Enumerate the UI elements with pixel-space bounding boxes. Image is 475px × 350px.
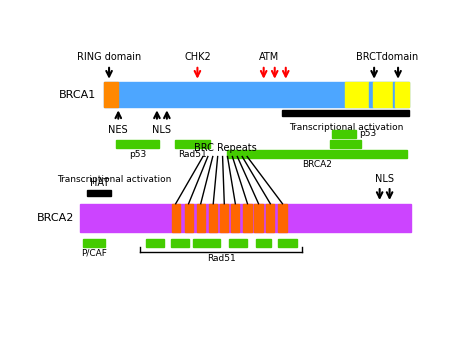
Bar bbox=[369, 83, 373, 107]
Bar bbox=[282, 110, 409, 116]
Text: BRCA1: BRCA1 bbox=[59, 90, 96, 99]
Bar bbox=[197, 204, 205, 232]
Text: Transcriptional activation: Transcriptional activation bbox=[289, 123, 403, 132]
Bar bbox=[227, 150, 407, 158]
Text: BRC Repeats: BRC Repeats bbox=[194, 143, 256, 153]
Bar bbox=[220, 204, 228, 232]
Bar bbox=[83, 239, 105, 247]
Bar bbox=[87, 190, 111, 196]
Text: RING domain: RING domain bbox=[77, 52, 141, 62]
Bar bbox=[393, 83, 396, 107]
Text: Rad51: Rad51 bbox=[207, 254, 236, 263]
Text: p53: p53 bbox=[360, 129, 377, 138]
Bar bbox=[266, 204, 275, 232]
Text: RNA Helicase A: RNA Helicase A bbox=[311, 149, 380, 159]
Text: BRCA2: BRCA2 bbox=[302, 160, 332, 169]
Text: HAT: HAT bbox=[90, 178, 109, 188]
Bar bbox=[104, 83, 409, 107]
Bar bbox=[146, 239, 164, 247]
Text: Transcriptional activation: Transcriptional activation bbox=[57, 175, 172, 184]
Bar bbox=[171, 204, 180, 232]
Bar bbox=[255, 204, 263, 232]
Bar bbox=[231, 204, 239, 232]
Text: NES: NES bbox=[108, 125, 128, 135]
Text: NLS: NLS bbox=[152, 125, 171, 135]
Bar bbox=[104, 83, 118, 107]
Bar bbox=[396, 83, 409, 107]
Text: BRCA2: BRCA2 bbox=[37, 213, 74, 223]
Text: p53: p53 bbox=[129, 149, 146, 159]
Bar bbox=[209, 204, 217, 232]
Bar bbox=[175, 140, 210, 148]
Bar bbox=[278, 239, 297, 247]
Text: P/CAF: P/CAF bbox=[81, 249, 107, 258]
Text: Rad51: Rad51 bbox=[179, 149, 207, 159]
Text: NLS: NLS bbox=[375, 174, 394, 184]
Bar bbox=[171, 239, 189, 247]
Text: ATM: ATM bbox=[259, 52, 279, 62]
Bar bbox=[332, 130, 356, 138]
Bar bbox=[193, 239, 220, 247]
Bar bbox=[243, 204, 252, 232]
Bar bbox=[184, 204, 193, 232]
Text: BRCTdomain: BRCTdomain bbox=[356, 52, 418, 62]
Bar bbox=[330, 140, 361, 148]
Bar bbox=[256, 239, 271, 247]
Bar bbox=[345, 83, 369, 107]
Text: CHK2: CHK2 bbox=[184, 52, 211, 62]
Bar bbox=[373, 83, 393, 107]
Bar bbox=[116, 140, 159, 148]
Bar bbox=[80, 204, 411, 232]
Bar bbox=[229, 239, 247, 247]
Bar bbox=[278, 204, 286, 232]
